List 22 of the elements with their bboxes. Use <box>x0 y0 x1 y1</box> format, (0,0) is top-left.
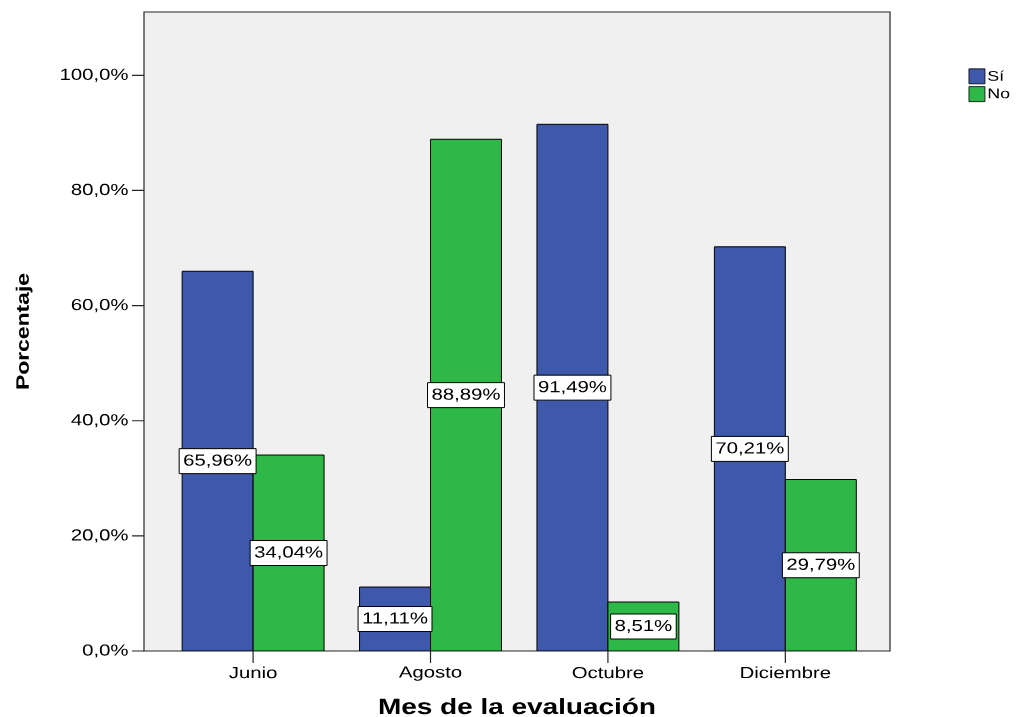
x-axis-title: Mes de la evaluación <box>379 697 655 715</box>
data-label: 70,21% <box>716 442 784 456</box>
y-axis-title: Porcentaje <box>15 273 33 389</box>
y-tick-label: 80,0% <box>71 183 128 198</box>
y-tick-label: 20,0% <box>71 529 128 543</box>
legend-label: Sí <box>988 70 1005 81</box>
y-tick-label: 100,0% <box>61 68 128 82</box>
data-label: 34,04% <box>254 546 323 560</box>
y-tick-label: 0,0% <box>82 644 128 658</box>
data-label: 11,11% <box>363 612 428 626</box>
data-label: 88,89% <box>432 388 500 402</box>
data-label: 8,51% <box>615 619 672 634</box>
data-label: 91,49% <box>538 380 607 395</box>
data-label: 65,96% <box>184 454 252 468</box>
y-tick-label: 40,0% <box>71 414 128 428</box>
x-tick-label: Diciembre <box>741 666 831 679</box>
x-tick-label: Octubre <box>572 666 644 679</box>
legend-label: No <box>988 88 1010 99</box>
y-tick-label: 60,0% <box>71 298 128 313</box>
data-label: 29,79% <box>787 558 855 572</box>
x-tick-label: Agosto <box>398 666 462 681</box>
x-tick-label: Junio <box>229 666 277 679</box>
